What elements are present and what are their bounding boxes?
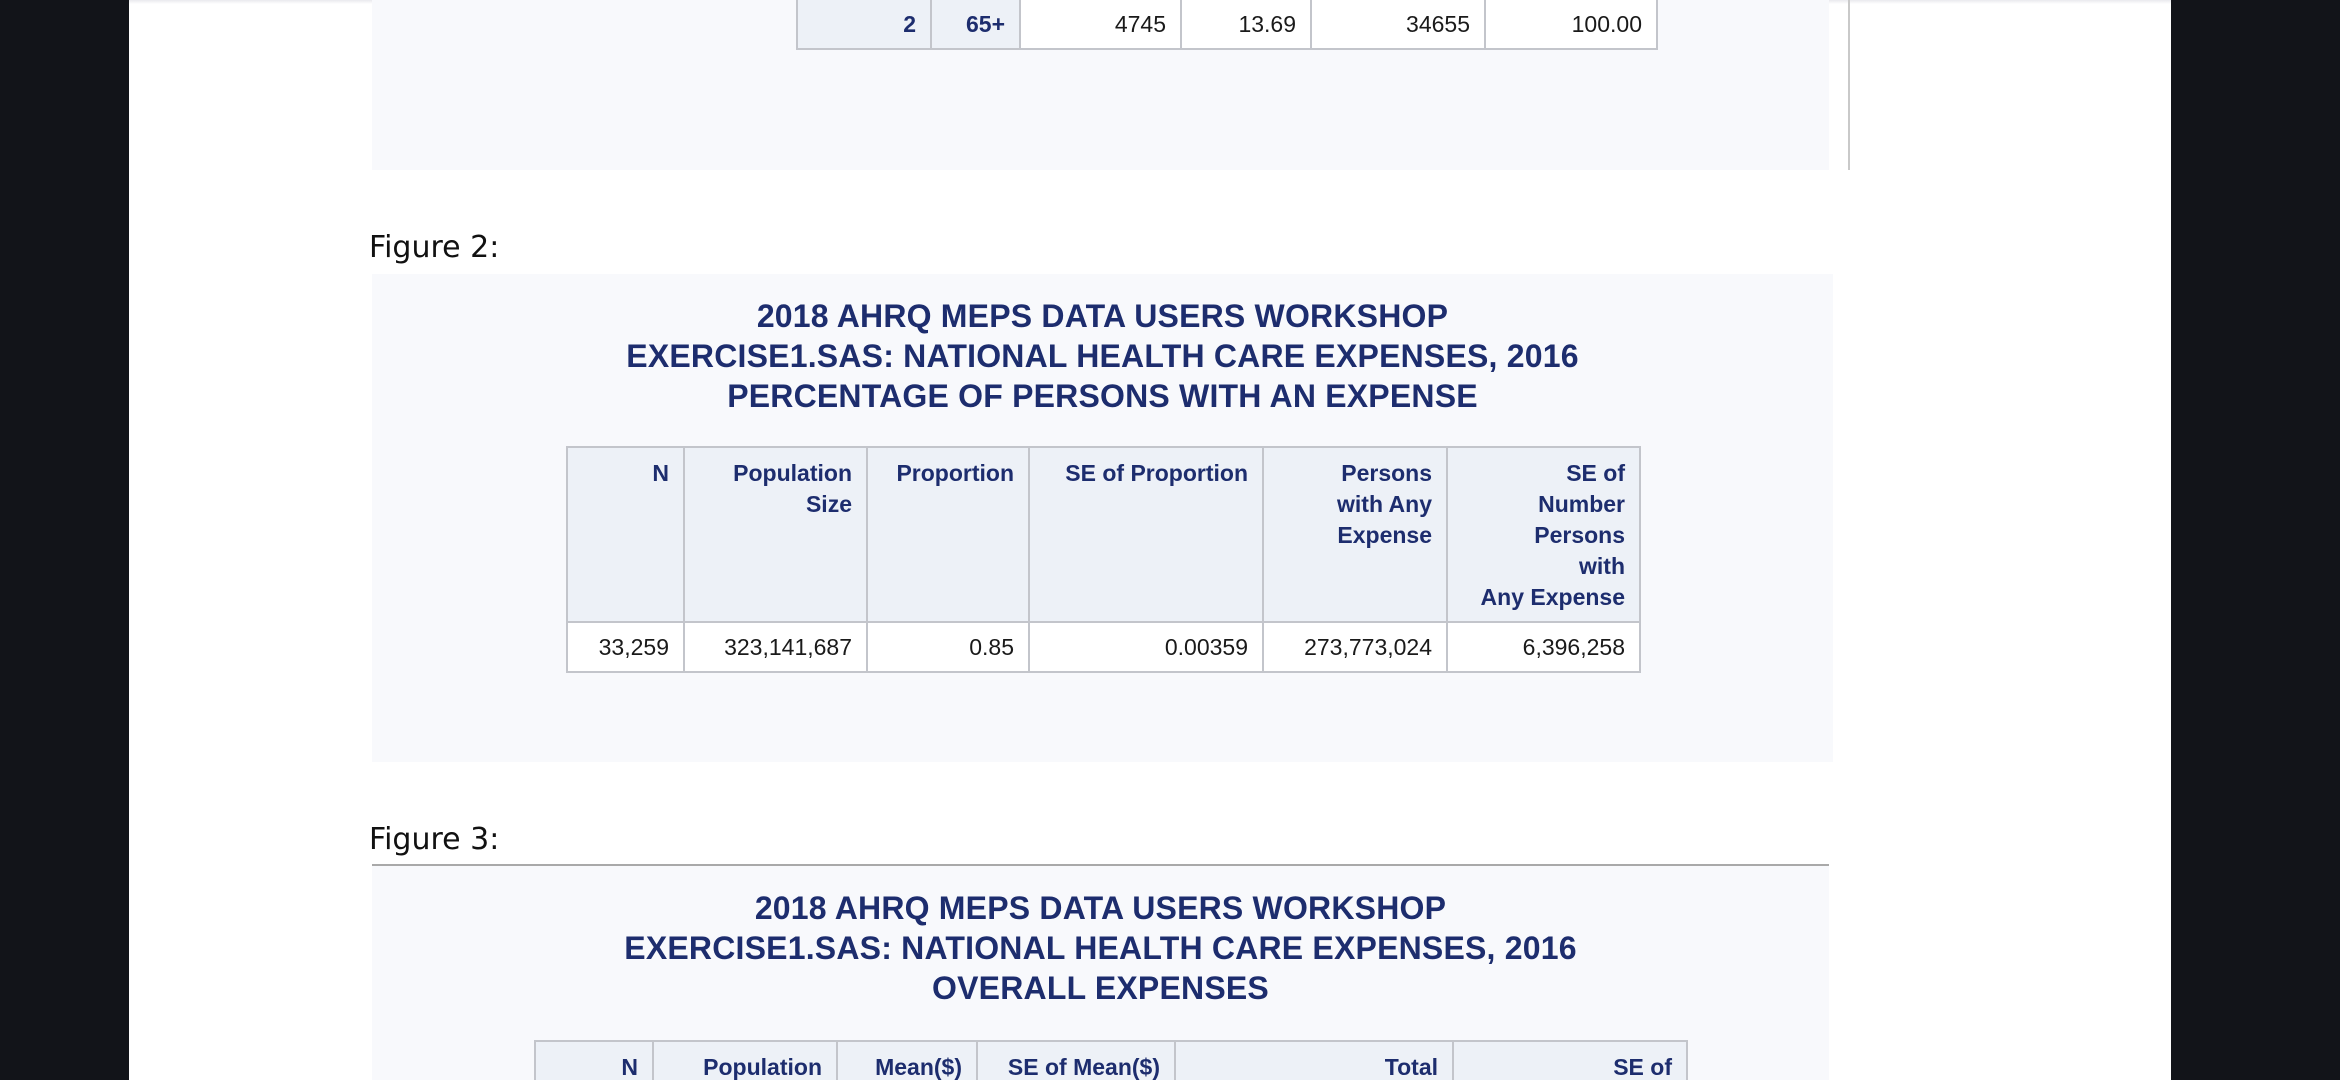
figure1-table: 2 65+ 4745 13.69 34655 100.00	[796, 0, 1658, 50]
table-cell: 33,259	[566, 621, 685, 673]
table-row: 33,259 323,141,687 0.85 0.00359 273,773,…	[566, 621, 1641, 673]
figure2-panel: 2018 AHRQ MEPS DATA USERS WORKSHOP EXERC…	[372, 274, 1833, 762]
figure2-title-line-2: EXERCISE1.SAS: NATIONAL HEALTH CARE EXPE…	[626, 338, 1579, 374]
column-header-population-size: Population Size	[683, 446, 868, 623]
figure2-title-line-1: 2018 AHRQ MEPS DATA USERS WORKSHOP	[756, 298, 1449, 334]
figure2-table: N Population Size Proportion SE of Propo…	[566, 446, 1641, 673]
figure3-title-line-3: OVERALL EXPENSES	[932, 970, 1269, 1006]
table-cell: 4745	[1019, 0, 1182, 50]
table-cell: 65+	[930, 0, 1021, 50]
table-cell: 2	[796, 0, 932, 50]
figure3-table: N Population Mean($) SE of Mean($) Total…	[534, 1040, 1688, 1080]
figure1-panel: 2 65+ 4745 13.69 34655 100.00	[372, 0, 1829, 170]
table-row: 2 65+ 4745 13.69 34655 100.00	[796, 0, 1658, 50]
column-header-n: N	[566, 446, 685, 623]
figure3-caption: Figure 3:	[369, 822, 500, 857]
column-header-proportion: Proportion	[866, 446, 1030, 623]
figure2-caption: Figure 2:	[369, 230, 500, 265]
table-header-row: N Population Mean($) SE of Mean($) Total…	[534, 1040, 1688, 1080]
column-header-total: Total	[1174, 1040, 1454, 1080]
figure3-title-line-2: EXERCISE1.SAS: NATIONAL HEALTH CARE EXPE…	[624, 930, 1577, 966]
column-header-se-of-proportion: SE of Proportion	[1028, 446, 1264, 623]
table-header-row: N Population Size Proportion SE of Propo…	[566, 446, 1641, 623]
figure3-panel: 2018 AHRQ MEPS DATA USERS WORKSHOP EXERC…	[372, 866, 1829, 1080]
column-header-se-of-mean: SE of Mean($)	[976, 1040, 1176, 1080]
figure3-top-rule	[372, 864, 1829, 866]
column-header-mean: Mean($)	[836, 1040, 978, 1080]
figure1-right-border	[1848, 0, 1850, 170]
table-cell: 34655	[1310, 0, 1486, 50]
column-header-persons-with-any-expense: Persons with Any Expense	[1262, 446, 1448, 623]
table-cell: 13.69	[1180, 0, 1312, 50]
table-cell: 323,141,687	[683, 621, 868, 673]
table-cell: 100.00	[1484, 0, 1658, 50]
column-header-n: N	[534, 1040, 654, 1080]
column-header-se-of-number-persons: SE of Number Persons with Any Expense	[1446, 446, 1641, 623]
document-page: 2 65+ 4745 13.69 34655 100.00 Figure 2: …	[129, 0, 2171, 1080]
column-header-population: Population	[652, 1040, 838, 1080]
figure3-title-line-1: 2018 AHRQ MEPS DATA USERS WORKSHOP	[754, 890, 1447, 926]
figure2-title-line-3: PERCENTAGE OF PERSONS WITH AN EXPENSE	[727, 378, 1478, 414]
table-cell: 0.85	[866, 621, 1030, 673]
column-header-se-of: SE of	[1452, 1040, 1688, 1080]
table-cell: 0.00359	[1028, 621, 1264, 673]
table-cell: 6,396,258	[1446, 621, 1641, 673]
table-cell: 273,773,024	[1262, 621, 1448, 673]
